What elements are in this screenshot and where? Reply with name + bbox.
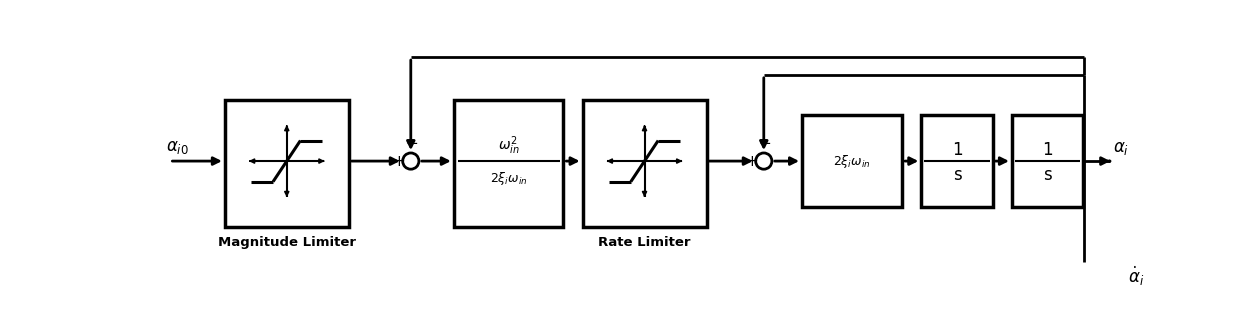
Text: $2\xi_i\omega_{in}$: $2\xi_i\omega_{in}$ (834, 153, 871, 169)
Text: 1: 1 (952, 140, 963, 159)
Text: 1: 1 (1042, 140, 1053, 159)
Text: −: − (758, 137, 771, 151)
Bar (224, 100, 349, 227)
Text: $\dot{\alpha}_i$: $\dot{\alpha}_i$ (1127, 265, 1145, 288)
Text: Rate Limiter: Rate Limiter (598, 236, 691, 249)
Text: $\alpha_i$: $\alpha_i$ (1113, 139, 1129, 157)
Text: −: − (405, 137, 418, 151)
Text: +: + (393, 154, 405, 168)
Text: +: + (746, 154, 758, 168)
Text: Magnitude Limiter: Magnitude Limiter (218, 236, 356, 249)
Text: $2\xi_i\omega_{in}$: $2\xi_i\omega_{in}$ (489, 169, 528, 187)
Bar (582, 100, 706, 227)
Text: $\alpha_{i0}$: $\alpha_{i0}$ (166, 138, 188, 156)
Bar (453, 100, 564, 227)
Text: s: s (953, 166, 961, 184)
Bar (1012, 115, 1083, 207)
Bar (921, 115, 992, 207)
Text: $\omega_{in}^2$: $\omega_{in}^2$ (498, 134, 519, 157)
Text: s: s (1043, 166, 1052, 184)
Bar (802, 115, 902, 207)
